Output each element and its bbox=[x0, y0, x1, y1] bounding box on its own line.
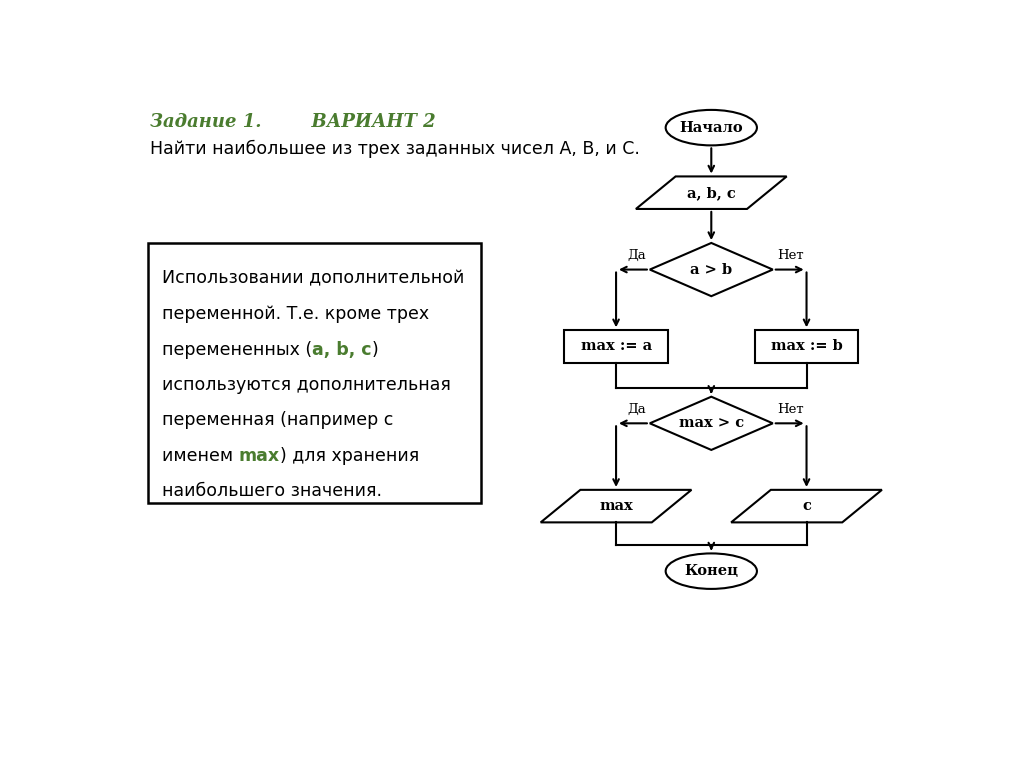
Text: ) для хранения: ) для хранения bbox=[280, 447, 419, 465]
Text: Найти наибольшее из трех заданных чисел А, В, и С.: Найти наибольшее из трех заданных чисел … bbox=[151, 140, 640, 157]
Text: переменная (например с: переменная (например с bbox=[162, 412, 393, 429]
Text: переменной. Т.е. кроме трех: переменной. Т.е. кроме трех bbox=[162, 305, 429, 323]
Text: используются дополнительная: используются дополнительная bbox=[162, 376, 451, 394]
Text: a > b: a > b bbox=[690, 263, 732, 276]
Text: Да: Да bbox=[627, 402, 646, 415]
Text: a, b, c: a, b, c bbox=[312, 340, 372, 359]
Bar bbox=[564, 330, 668, 362]
Text: Задание 1.        ВАРИАНТ 2: Задание 1. ВАРИАНТ 2 bbox=[151, 113, 436, 131]
Text: Начало: Начало bbox=[680, 121, 743, 134]
Text: именем: именем bbox=[162, 447, 239, 465]
Bar bbox=[755, 330, 858, 362]
Text: a, b, c: a, b, c bbox=[687, 186, 735, 200]
Text: c: c bbox=[802, 499, 811, 513]
Text: Да: Да bbox=[627, 249, 646, 262]
Text: max := a: max := a bbox=[581, 339, 651, 353]
Text: наибольшего значения.: наибольшего значения. bbox=[162, 482, 382, 501]
Text: ): ) bbox=[372, 340, 379, 359]
Text: Конец: Конец bbox=[684, 564, 738, 578]
Bar bbox=[147, 243, 481, 503]
Text: max > c: max > c bbox=[679, 416, 743, 430]
Text: Нет: Нет bbox=[777, 402, 804, 415]
Text: перемененных (: перемененных ( bbox=[162, 340, 312, 359]
Text: Нет: Нет bbox=[777, 249, 804, 262]
Text: Использовании дополнительной: Использовании дополнительной bbox=[162, 270, 465, 287]
Text: max: max bbox=[239, 447, 280, 465]
Text: max: max bbox=[599, 499, 633, 513]
Text: max := b: max := b bbox=[771, 339, 843, 353]
